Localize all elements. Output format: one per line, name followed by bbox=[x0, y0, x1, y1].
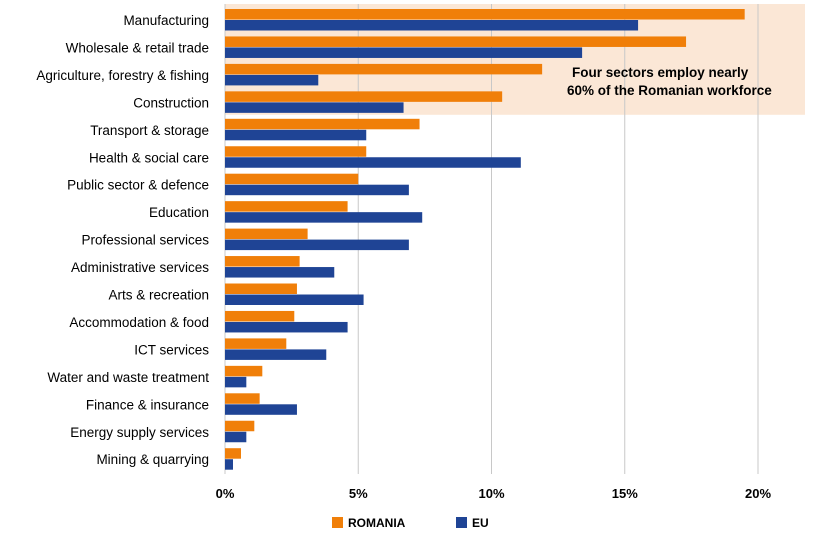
category-label: Transport & storage bbox=[90, 123, 209, 138]
bar-eu-11 bbox=[225, 321, 348, 333]
bar-eu-6 bbox=[225, 184, 409, 196]
category-label: ICT services bbox=[134, 342, 209, 357]
bar-eu-10 bbox=[225, 294, 364, 305]
bar-eu-14 bbox=[225, 404, 297, 415]
bar-romania-1 bbox=[225, 36, 687, 47]
bar-romania-14 bbox=[225, 393, 260, 404]
bar-eu-1 bbox=[225, 47, 583, 58]
bar-romania-8 bbox=[225, 228, 308, 240]
legend: ROMANIA EU bbox=[332, 516, 489, 530]
bar-romania-12 bbox=[225, 338, 287, 349]
category-label: Education bbox=[149, 205, 209, 220]
bar-romania-6 bbox=[225, 173, 359, 185]
bar-romania-4 bbox=[225, 118, 420, 130]
category-label: Agriculture, forestry & fishing bbox=[36, 68, 209, 83]
bar-eu-12 bbox=[225, 349, 327, 360]
bar-eu-2 bbox=[225, 74, 319, 86]
x-tick-label: 20% bbox=[745, 486, 771, 501]
bar-eu-4 bbox=[225, 129, 367, 141]
bar-romania-11 bbox=[225, 310, 295, 322]
bar-eu-3 bbox=[225, 102, 404, 113]
category-label: Wholesale & retail trade bbox=[66, 40, 209, 55]
category-label: Public sector & defence bbox=[67, 178, 209, 193]
bar-eu-0 bbox=[225, 20, 639, 31]
bar-eu-9 bbox=[225, 267, 335, 278]
bar-eu-15 bbox=[225, 431, 247, 443]
bar-eu-7 bbox=[225, 212, 423, 223]
bar-romania-15 bbox=[225, 420, 255, 432]
x-tick-label: 0% bbox=[216, 486, 235, 501]
bar-romania-16 bbox=[225, 448, 241, 459]
category-label: Water and waste treatment bbox=[47, 370, 209, 385]
x-tick-label: 5% bbox=[349, 486, 368, 501]
bar-romania-2 bbox=[225, 63, 543, 75]
category-label: Health & social care bbox=[89, 150, 209, 165]
legend-swatch-romania bbox=[332, 517, 343, 528]
bar-romania-10 bbox=[225, 283, 297, 294]
bar-romania-3 bbox=[225, 91, 503, 102]
x-tick-label: 10% bbox=[478, 486, 504, 501]
x-tick-label: 15% bbox=[612, 486, 638, 501]
bar-romania-13 bbox=[225, 365, 263, 377]
legend-label-romania: ROMANIA bbox=[348, 516, 406, 530]
category-label: Construction bbox=[133, 95, 209, 110]
category-label: Manufacturing bbox=[123, 13, 209, 28]
bar-eu-16 bbox=[225, 459, 233, 470]
annotation-line-2: 60% of the Romanian workforce bbox=[567, 83, 772, 98]
category-label: Mining & quarrying bbox=[96, 452, 209, 467]
bar-romania-9 bbox=[225, 256, 300, 267]
category-label: Professional services bbox=[81, 233, 209, 248]
annotation-line-1: Four sectors employ nearly bbox=[572, 65, 749, 80]
bar-eu-13 bbox=[225, 376, 247, 388]
legend-swatch-eu bbox=[456, 517, 467, 528]
bar-eu-8 bbox=[225, 239, 409, 251]
category-label: Administrative services bbox=[71, 260, 209, 275]
category-label: Arts & recreation bbox=[108, 288, 209, 303]
category-label: Finance & insurance bbox=[86, 397, 209, 412]
bar-romania-7 bbox=[225, 201, 348, 212]
category-label: Accommodation & food bbox=[69, 315, 209, 330]
category-label: Energy supply services bbox=[70, 425, 209, 440]
bar-eu-5 bbox=[225, 157, 521, 168]
bar-romania-0 bbox=[225, 9, 745, 20]
bar-romania-5 bbox=[225, 146, 367, 157]
legend-label-eu: EU bbox=[472, 516, 489, 530]
